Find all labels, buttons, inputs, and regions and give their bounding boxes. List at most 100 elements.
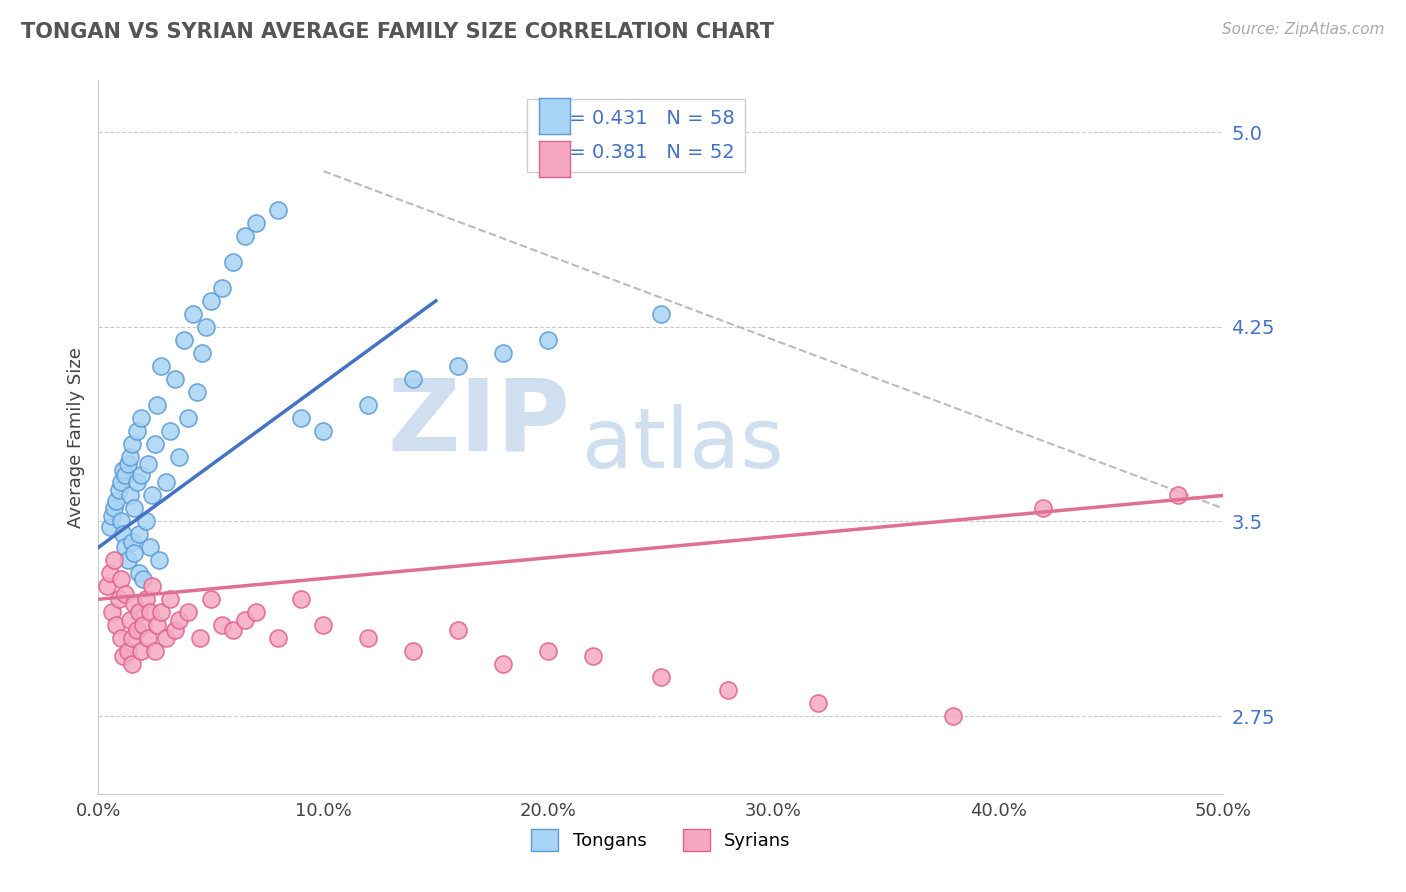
Point	[110, 631, 132, 645]
Point	[117, 553, 139, 567]
Point	[402, 644, 425, 658]
Point	[650, 307, 672, 321]
Point	[110, 475, 132, 490]
Point	[107, 592, 129, 607]
Point	[129, 467, 152, 482]
Point	[139, 541, 162, 555]
Point	[233, 229, 256, 244]
Point	[267, 631, 290, 645]
Text: TONGAN VS SYRIAN AVERAGE FAMILY SIZE CORRELATION CHART: TONGAN VS SYRIAN AVERAGE FAMILY SIZE COR…	[21, 22, 775, 42]
Point	[169, 613, 191, 627]
Point	[163, 372, 186, 386]
Point	[129, 644, 152, 658]
Point	[245, 216, 267, 230]
Point	[135, 515, 157, 529]
Point	[312, 618, 335, 632]
Point	[191, 345, 214, 359]
Point	[200, 592, 222, 607]
Point	[150, 605, 173, 619]
Point	[188, 631, 211, 645]
Point	[132, 618, 155, 632]
Point	[211, 618, 233, 632]
Point	[136, 631, 159, 645]
Point	[128, 605, 150, 619]
Point	[103, 553, 125, 567]
Y-axis label: Average Family Size: Average Family Size	[66, 347, 84, 527]
Point	[155, 631, 177, 645]
Point	[290, 592, 312, 607]
Point	[163, 624, 186, 638]
Point	[211, 281, 233, 295]
Point	[132, 572, 155, 586]
Point	[117, 458, 139, 472]
Point	[135, 592, 157, 607]
Point	[121, 631, 143, 645]
Point	[124, 598, 146, 612]
Point	[98, 566, 121, 581]
Point	[139, 605, 162, 619]
Point	[121, 535, 143, 549]
Point	[112, 649, 135, 664]
Point	[177, 410, 200, 425]
Point	[105, 618, 128, 632]
Point	[114, 467, 136, 482]
Point	[96, 579, 118, 593]
Point	[124, 501, 146, 516]
Text: ZIP: ZIP	[388, 375, 571, 471]
Point	[200, 293, 222, 308]
Point	[537, 333, 560, 347]
Point	[101, 605, 124, 619]
Point	[267, 202, 290, 217]
Point	[101, 509, 124, 524]
Point	[143, 644, 166, 658]
Point	[1167, 488, 1189, 502]
Point	[118, 450, 141, 464]
Point	[141, 579, 163, 593]
Point	[169, 450, 191, 464]
Point	[357, 398, 380, 412]
Point	[128, 527, 150, 541]
Point	[148, 553, 170, 567]
Text: atlas: atlas	[582, 404, 783, 484]
Point	[125, 475, 148, 490]
Point	[650, 670, 672, 684]
Point	[114, 587, 136, 601]
Point	[1032, 501, 1054, 516]
Point	[128, 566, 150, 581]
Point	[125, 424, 148, 438]
Legend: Tongans, Syrians: Tongans, Syrians	[522, 820, 800, 860]
Point	[107, 483, 129, 498]
Point	[447, 624, 470, 638]
Point	[290, 410, 312, 425]
Text: R = 0.431   N = 58
  R = 0.381   N = 52: R = 0.431 N = 58 R = 0.381 N = 52	[537, 109, 735, 161]
Point	[807, 696, 830, 710]
Point	[312, 424, 335, 438]
Point	[103, 501, 125, 516]
Point	[125, 624, 148, 638]
Point	[118, 488, 141, 502]
Text: Source: ZipAtlas.com: Source: ZipAtlas.com	[1222, 22, 1385, 37]
Point	[537, 644, 560, 658]
Point	[245, 605, 267, 619]
Point	[447, 359, 470, 373]
Point	[222, 624, 245, 638]
Point	[114, 541, 136, 555]
Point	[492, 345, 515, 359]
Point	[357, 631, 380, 645]
Point	[173, 333, 195, 347]
Point	[118, 613, 141, 627]
Point	[582, 649, 605, 664]
Point	[121, 657, 143, 672]
Point	[143, 436, 166, 450]
Point	[136, 458, 159, 472]
Point	[129, 410, 152, 425]
Point	[186, 384, 208, 399]
Point	[233, 613, 256, 627]
Point	[177, 605, 200, 619]
Point	[110, 515, 132, 529]
Point	[492, 657, 515, 672]
Point	[110, 572, 132, 586]
Point	[942, 709, 965, 723]
Point	[717, 683, 740, 698]
Point	[150, 359, 173, 373]
